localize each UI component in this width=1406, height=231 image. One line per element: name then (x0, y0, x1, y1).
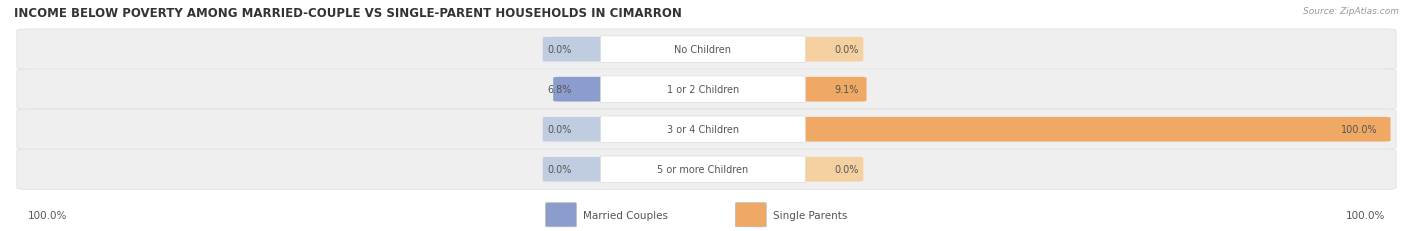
Text: 100.0%: 100.0% (28, 210, 67, 220)
Text: No Children: No Children (675, 45, 731, 55)
Text: 9.1%: 9.1% (834, 85, 859, 95)
Text: 0.0%: 0.0% (547, 164, 571, 174)
Text: 0.0%: 0.0% (834, 164, 859, 174)
Text: Married Couples: Married Couples (583, 210, 668, 220)
FancyBboxPatch shape (600, 37, 806, 63)
Text: 0.0%: 0.0% (547, 125, 571, 135)
FancyBboxPatch shape (543, 38, 603, 62)
Text: 0.0%: 0.0% (547, 45, 571, 55)
FancyBboxPatch shape (735, 203, 766, 227)
FancyBboxPatch shape (600, 156, 806, 183)
FancyBboxPatch shape (803, 78, 866, 102)
FancyBboxPatch shape (17, 109, 1396, 150)
FancyBboxPatch shape (600, 116, 806, 143)
FancyBboxPatch shape (17, 30, 1396, 70)
Text: Single Parents: Single Parents (773, 210, 848, 220)
Text: 3 or 4 Children: 3 or 4 Children (666, 125, 740, 135)
FancyBboxPatch shape (553, 78, 603, 102)
FancyBboxPatch shape (543, 157, 603, 182)
Text: Source: ZipAtlas.com: Source: ZipAtlas.com (1303, 7, 1399, 16)
FancyBboxPatch shape (803, 157, 863, 182)
Text: 5 or more Children: 5 or more Children (658, 164, 748, 174)
FancyBboxPatch shape (546, 203, 576, 227)
Text: 100.0%: 100.0% (1346, 210, 1385, 220)
FancyBboxPatch shape (803, 117, 1391, 142)
Text: 6.8%: 6.8% (547, 85, 571, 95)
FancyBboxPatch shape (543, 117, 603, 142)
FancyBboxPatch shape (17, 149, 1396, 190)
FancyBboxPatch shape (17, 70, 1396, 110)
Text: 100.0%: 100.0% (1341, 125, 1378, 135)
FancyBboxPatch shape (600, 77, 806, 103)
FancyBboxPatch shape (803, 38, 863, 62)
Text: 1 or 2 Children: 1 or 2 Children (666, 85, 740, 95)
Text: 0.0%: 0.0% (834, 45, 859, 55)
Text: INCOME BELOW POVERTY AMONG MARRIED-COUPLE VS SINGLE-PARENT HOUSEHOLDS IN CIMARRO: INCOME BELOW POVERTY AMONG MARRIED-COUPL… (14, 7, 682, 20)
